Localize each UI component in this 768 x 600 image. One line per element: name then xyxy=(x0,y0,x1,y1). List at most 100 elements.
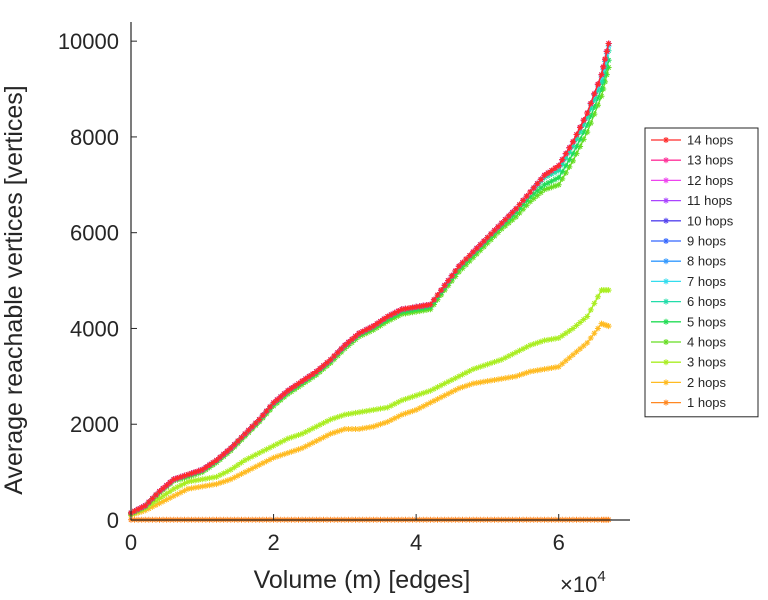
series-marker xyxy=(594,325,601,332)
series-marker xyxy=(284,435,291,442)
series-marker xyxy=(313,368,320,375)
series-marker xyxy=(227,445,234,452)
series-marker xyxy=(495,376,502,383)
series-marker xyxy=(220,451,227,458)
series-marker xyxy=(409,393,416,400)
series-14-hops xyxy=(128,40,612,516)
legend-entry: 11 hops xyxy=(651,193,733,208)
series-marker xyxy=(420,390,427,397)
legend-label: 11 hops xyxy=(687,193,733,208)
series-line xyxy=(130,43,610,514)
series-marker xyxy=(603,48,610,55)
series-marker xyxy=(370,323,377,330)
series-line xyxy=(130,43,610,514)
series-marker xyxy=(356,426,363,433)
series-marker xyxy=(202,482,209,489)
y-axis-label: Average reachable vertices [vertices] xyxy=(0,85,28,494)
series-marker xyxy=(195,476,202,483)
legend-label: 3 hops xyxy=(687,355,727,370)
series-marker xyxy=(537,338,544,345)
series-marker xyxy=(459,265,466,272)
series-marker xyxy=(366,407,373,414)
series-marker xyxy=(331,415,338,422)
series-marker xyxy=(534,187,541,194)
series-marker xyxy=(602,71,609,78)
series-marker xyxy=(459,259,466,266)
series-marker xyxy=(291,382,298,389)
series-marker xyxy=(423,302,430,309)
series-marker xyxy=(381,315,388,322)
series-marker xyxy=(448,376,455,383)
series-marker xyxy=(213,473,220,480)
series-marker xyxy=(306,427,313,434)
series-marker xyxy=(573,143,580,150)
series-marker xyxy=(527,198,534,205)
series-marker xyxy=(502,216,509,223)
series-marker xyxy=(598,78,605,85)
series-marker xyxy=(537,176,544,183)
series-12-hops xyxy=(128,40,612,516)
series-marker xyxy=(530,184,537,191)
series-marker xyxy=(552,176,559,183)
series-marker xyxy=(381,420,388,427)
series-marker xyxy=(602,321,609,328)
x-tick-label: 2 xyxy=(267,530,279,555)
series-marker xyxy=(167,494,174,501)
series-marker xyxy=(520,197,527,204)
series-marker xyxy=(577,136,584,143)
series-marker xyxy=(341,411,348,418)
series-marker xyxy=(566,327,573,334)
series-marker xyxy=(541,186,548,193)
legend-label: 6 hops xyxy=(687,294,727,309)
series-marker xyxy=(548,167,555,174)
series-marker xyxy=(487,236,494,243)
legend-label: 1 hops xyxy=(687,395,727,410)
series-marker xyxy=(391,400,398,407)
series-marker xyxy=(548,336,555,343)
series-marker xyxy=(559,360,566,367)
series-marker xyxy=(600,63,607,70)
series-marker xyxy=(267,444,274,451)
series-marker xyxy=(213,457,220,464)
series-marker xyxy=(605,323,612,330)
series-marker xyxy=(534,180,541,187)
series-marker xyxy=(359,425,366,432)
series-marker xyxy=(598,86,605,93)
series-marker xyxy=(569,325,576,332)
series-marker xyxy=(402,396,409,403)
series-marker xyxy=(591,330,598,337)
series-marker xyxy=(224,477,231,484)
series-marker xyxy=(341,426,348,433)
series-marker xyxy=(527,368,534,375)
legend-entry: 7 hops xyxy=(651,274,727,289)
series-marker xyxy=(577,345,584,352)
series-marker xyxy=(495,223,502,230)
series-marker xyxy=(420,302,427,309)
series-marker xyxy=(495,357,502,364)
series-marker xyxy=(491,358,498,365)
series-marker xyxy=(359,328,366,335)
series-marker xyxy=(530,367,537,374)
series-marker xyxy=(398,411,405,418)
series-marker xyxy=(580,342,587,349)
series-marker xyxy=(160,485,167,492)
series-marker xyxy=(188,478,195,485)
series-13-hops xyxy=(128,40,612,516)
series-marker xyxy=(584,129,591,136)
series-marker xyxy=(480,238,487,245)
series-marker xyxy=(552,335,559,342)
series-marker xyxy=(320,420,327,427)
series-marker xyxy=(306,441,313,448)
x-tick-label: 6 xyxy=(553,530,565,555)
series-marker xyxy=(217,454,224,461)
series-marker xyxy=(167,488,174,495)
series-marker xyxy=(603,55,610,62)
series-marker xyxy=(185,485,192,492)
x-multiplier-exponent: 4 xyxy=(597,568,605,585)
legend-entry: 4 hops xyxy=(651,335,727,350)
series-marker xyxy=(455,385,462,392)
series-marker xyxy=(338,427,345,434)
series-marker xyxy=(562,169,569,176)
series-marker xyxy=(263,458,270,465)
series-marker xyxy=(509,373,516,380)
